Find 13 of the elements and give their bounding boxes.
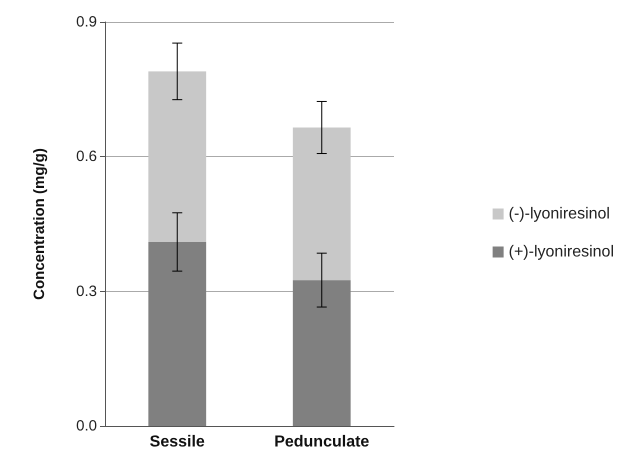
legend-label: (-)-lyoniresinol — [508, 206, 610, 222]
y-tick-label: 0.9 — [76, 14, 97, 30]
bar — [148, 71, 206, 242]
y-tick-label: 0.0 — [76, 418, 97, 434]
y-tick-label: 0.3 — [76, 282, 97, 300]
x-tick-label: Pedunculate — [274, 434, 370, 450]
x-tick-label: Sessile — [150, 434, 205, 450]
bar — [292, 127, 351, 280]
bar — [292, 280, 351, 426]
y-axis-title: Concentration (mg/g) — [31, 148, 48, 300]
bar — [148, 242, 206, 426]
y-tick-label: 0.6 — [76, 148, 97, 166]
legend-label: (+)-lyoniresinol — [508, 244, 614, 260]
